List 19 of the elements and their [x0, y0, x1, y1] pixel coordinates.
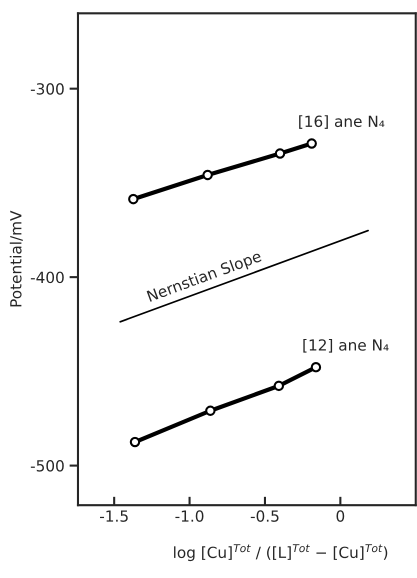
point	[202, 170, 213, 180]
y-tick-label: -400	[30, 272, 64, 284]
series-label: [16] ane N₄	[299, 115, 384, 129]
point	[205, 406, 216, 416]
x-tick-label: -1.0	[175, 510, 204, 522]
x-tick-label: 0	[336, 510, 344, 522]
point	[306, 138, 317, 149]
x-tick-label: -1.5	[100, 510, 128, 522]
point	[274, 380, 284, 392]
y-axis-title: Potential/mV	[10, 210, 23, 306]
x-axis-title: log [Cu]$^{Tot}$ / ([L]$^{Tot}$ − [Cu]$^{Tot}$)	[174, 544, 388, 562]
y-tick-label: -500	[30, 460, 64, 472]
x-tick-label: -0.5	[250, 510, 279, 522]
point	[310, 362, 322, 372]
point	[274, 148, 286, 159]
series-label: [12] ane N₄	[303, 338, 389, 353]
y-tick-label: -300	[30, 83, 64, 95]
point	[128, 194, 139, 204]
point	[130, 436, 140, 448]
